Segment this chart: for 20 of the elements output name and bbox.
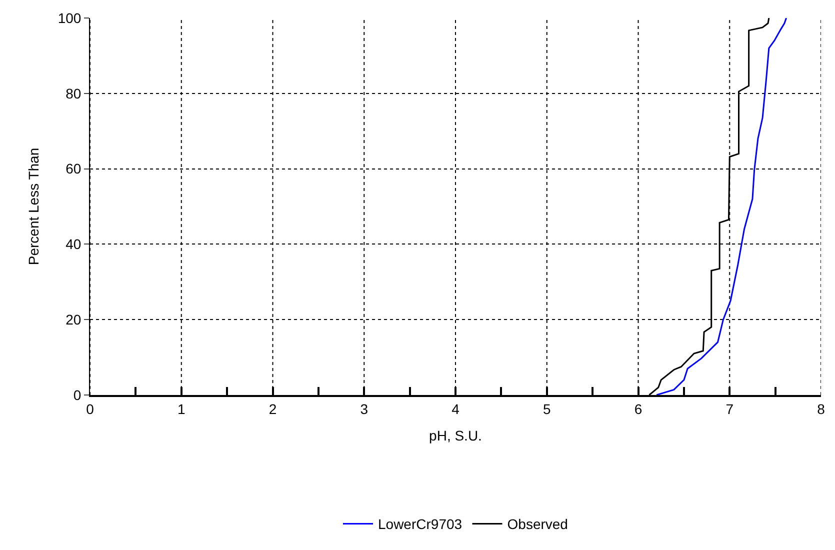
x-tick-label: 2 [268,400,277,417]
x-axis-title: pH, S.U. [429,428,482,444]
line-series [656,18,788,395]
legend-label: Observed [507,516,568,532]
x-tick-label: 0 [86,400,94,417]
x-tick-label: 5 [542,400,551,417]
x-tick-label: 4 [452,400,460,417]
y-tick-label: 0 [73,386,82,403]
y-tick-label: 40 [66,236,82,252]
y-tick-label: 80 [66,85,82,102]
y-tick-label: 100 [58,10,82,26]
y-axis-title: Percent Less Than [25,148,42,266]
x-tick-label: 3 [360,400,368,417]
x-tick-label: 6 [634,400,642,417]
x-tick-label: 7 [726,400,734,417]
x-tick-label: 8 [817,400,826,417]
y-tick-label: 60 [66,160,82,177]
x-tick-label: 1 [177,400,186,417]
y-tick-label: 20 [66,312,82,328]
legend-label: LowerCr9703 [378,516,462,532]
